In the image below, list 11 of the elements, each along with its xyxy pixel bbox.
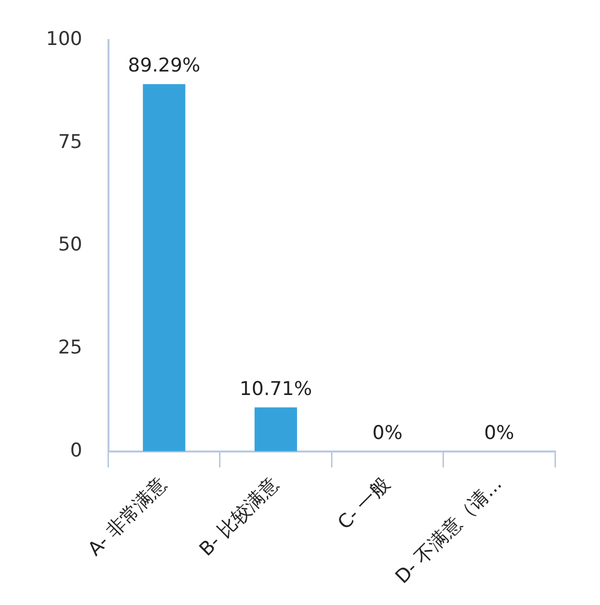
data-label: 0% (372, 422, 403, 444)
data-label: 89.29% (128, 54, 200, 76)
data-label: 0% (484, 422, 514, 444)
y-tick-label: 25 (58, 336, 82, 359)
y-tick-label: 50 (58, 234, 82, 256)
y-tick-label: 75 (58, 130, 82, 153)
x-tick-label: A- 非常满意 (84, 472, 172, 560)
y-tick-label: 0 (70, 439, 82, 462)
y-tick-label: 100 (46, 28, 82, 50)
x-tick-label: B- 比较满意 (195, 472, 283, 561)
data-label: 10.71% (240, 378, 312, 400)
